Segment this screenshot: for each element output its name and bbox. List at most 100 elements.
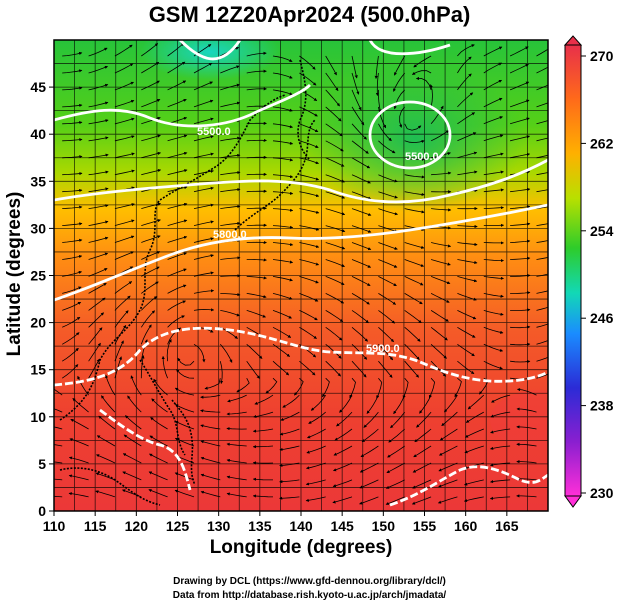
- wind-vector: [88, 101, 109, 108]
- wind-vector: [246, 189, 267, 193]
- colorbar-tick-label: 262: [590, 135, 614, 151]
- wind-vector: [272, 360, 290, 376]
- wind-vector: [96, 435, 116, 447]
- wind-vector: [339, 394, 353, 413]
- wind-vector: [167, 315, 185, 328]
- wind-vector: [122, 453, 142, 464]
- wind-vector: [54, 444, 63, 447]
- wind-vector: [359, 462, 379, 473]
- wind-streamlines: [54, 42, 548, 505]
- wind-vector: [193, 62, 213, 74]
- x-tick-label: 115: [84, 518, 107, 534]
- wind-vector: [332, 496, 353, 504]
- wind-vector: [457, 259, 478, 265]
- y-tick-label: 45: [30, 79, 46, 95]
- wind-vector: [141, 151, 162, 159]
- wind-vector: [305, 496, 326, 502]
- x-tick-label: 150: [372, 518, 396, 534]
- wind-vector: [70, 418, 89, 430]
- wind-vector: [294, 377, 304, 396]
- wind-vector: [220, 204, 241, 209]
- wind-vector: [220, 187, 241, 193]
- wind-vector: [252, 428, 274, 433]
- wind-vector: [299, 259, 320, 266]
- wind-vector: [491, 394, 511, 403]
- wind-vector: [359, 479, 379, 489]
- wind-vector: [516, 442, 537, 447]
- wind-vector: [253, 411, 274, 418]
- wind-vector: [114, 295, 131, 311]
- wind-vector: [54, 461, 63, 464]
- wind-vector: [272, 343, 291, 357]
- wind-vector: [483, 206, 505, 210]
- wind-vector: [252, 477, 273, 481]
- wind-vector: [325, 106, 342, 122]
- contour-label: 5900.0: [366, 343, 400, 355]
- wind-vector: [413, 445, 432, 458]
- wind-vector: [252, 445, 274, 449]
- wind-vector: [151, 398, 168, 413]
- wind-vector: [130, 375, 142, 396]
- wind-vector: [54, 495, 63, 498]
- colorbar: 270 262 254 246 238 230: [563, 35, 614, 508]
- wind-vector: [385, 496, 405, 505]
- wind-vector: [463, 496, 484, 503]
- wind-vector: [166, 339, 172, 362]
- wind-vector: [411, 70, 432, 75]
- wind-vector: [220, 274, 241, 278]
- wind-vector: [167, 42, 185, 57]
- wind-vector: [200, 409, 221, 413]
- wind-vector: [167, 252, 188, 260]
- wind-vector: [378, 310, 396, 324]
- wind-vector: [227, 394, 247, 403]
- wind-vector: [404, 208, 425, 214]
- wind-vector: [413, 55, 432, 68]
- x-tick-label: 130: [207, 518, 231, 534]
- wind-vector: [359, 496, 379, 505]
- wind-vector: [141, 116, 161, 125]
- wind-vector: [167, 80, 187, 91]
- contour-line: [179, 40, 242, 61]
- wind-vector: [299, 55, 316, 70]
- wind-vector: [510, 256, 531, 260]
- wind-vector: [483, 343, 504, 352]
- wind-vector: [299, 123, 319, 133]
- wind-vector: [167, 202, 188, 209]
- wind-vector: [114, 281, 133, 294]
- contour-line: [368, 40, 451, 56]
- wind-vector: [510, 187, 531, 193]
- wind-vector: [305, 462, 326, 470]
- height-contours: [54, 40, 548, 507]
- wind-vector: [193, 289, 215, 294]
- wind-vector: [404, 191, 425, 197]
- wind-vector: [153, 378, 168, 396]
- colorbar-tick-label: 246: [590, 310, 614, 326]
- wind-vector: [414, 428, 432, 443]
- wind-vector: [351, 326, 368, 342]
- wind-vector: [226, 442, 247, 447]
- x-tick-label: 165: [495, 518, 519, 534]
- wind-vector: [404, 139, 425, 144]
- wind-vector: [388, 428, 405, 443]
- wind-vector: [536, 340, 548, 345]
- wind-vector: [161, 355, 168, 379]
- wind-vector: [536, 240, 548, 243]
- wind-vector: [325, 72, 339, 92]
- colorbar-tick-label: 254: [590, 223, 614, 239]
- wind-vector: [325, 293, 345, 304]
- wind-vector: [516, 477, 537, 481]
- wind-vector: [467, 394, 485, 410]
- wind-vector: [105, 374, 116, 396]
- wind-vector: [88, 252, 109, 260]
- wind-vector: [536, 120, 548, 125]
- wind-vector: [483, 152, 504, 159]
- colorbar-tick-label: 238: [590, 398, 614, 414]
- wind-vector: [272, 310, 292, 319]
- wind-vector: [536, 154, 548, 159]
- wind-vector: [457, 73, 472, 91]
- wind-vector: [374, 55, 379, 80]
- wind-vector: [378, 293, 397, 305]
- y-tick-label: 5: [38, 456, 46, 472]
- wind-vector: [174, 489, 195, 498]
- wind-vector: [148, 471, 168, 481]
